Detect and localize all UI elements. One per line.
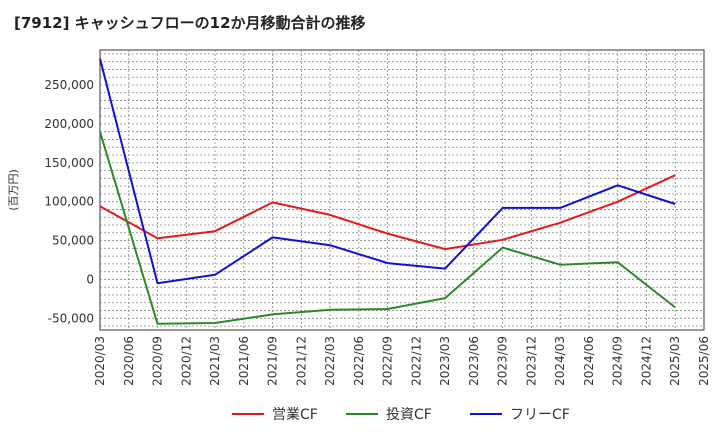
plot-area xyxy=(99,49,705,331)
x-tick-label: 2025/03 xyxy=(668,336,682,386)
series-line-0 xyxy=(99,174,676,251)
y-axis-label: (百万円) xyxy=(7,169,20,211)
y-tick-label: 250,000 xyxy=(44,78,94,92)
x-tick-label: 2021/12 xyxy=(294,336,308,386)
x-tick-label: 2022/03 xyxy=(323,336,337,386)
legend-label: フリーCF xyxy=(510,407,570,423)
x-tick-label: 2020/09 xyxy=(151,336,165,386)
x-tick-label: 2020/06 xyxy=(122,336,136,386)
x-tick-label: 2024/09 xyxy=(611,336,625,386)
chart-title: [7912] キャッシュフローの12か月移動合計の推移 xyxy=(14,14,366,32)
x-tick-label: 2023/12 xyxy=(524,336,538,386)
legend-item-2: フリーCF xyxy=(470,407,570,423)
x-tick-label: 2024/03 xyxy=(553,336,567,386)
x-tick-label: 2025/06 xyxy=(697,336,711,386)
series-line-1 xyxy=(99,131,676,325)
x-tick-label: 2022/06 xyxy=(352,336,366,386)
y-tick-label: 150,000 xyxy=(44,156,94,170)
y-tick-label: 100,000 xyxy=(44,195,94,209)
y-tick-label: 200,000 xyxy=(44,117,94,131)
legend-label: 営業CF xyxy=(272,407,318,423)
y-tick-label: 50,000 xyxy=(52,234,94,248)
series-line-2 xyxy=(99,58,676,285)
x-tick-label: 2023/03 xyxy=(438,336,452,386)
x-tick-label: 2023/06 xyxy=(467,336,481,386)
legend-item-0: 営業CF xyxy=(232,407,318,423)
legend-item-1: 投資CF xyxy=(346,407,432,423)
x-tick-label: 2020/12 xyxy=(179,336,193,386)
y-tick-label: 0 xyxy=(86,272,94,286)
x-tick-label: 2020/03 xyxy=(93,336,107,386)
x-tick-label: 2022/12 xyxy=(409,336,423,386)
x-tick-label: 2021/03 xyxy=(208,336,222,386)
x-tick-label: 2024/12 xyxy=(639,336,653,386)
y-tick-label: -50,000 xyxy=(48,311,94,325)
x-tick-label: 2023/09 xyxy=(496,336,510,386)
legend-label: 投資CF xyxy=(386,407,432,423)
x-tick-label: 2024/06 xyxy=(582,336,596,386)
x-tick-label: 2021/09 xyxy=(266,336,280,386)
x-tick-label: 2022/09 xyxy=(381,336,395,386)
x-tick-label: 2021/06 xyxy=(237,336,251,386)
